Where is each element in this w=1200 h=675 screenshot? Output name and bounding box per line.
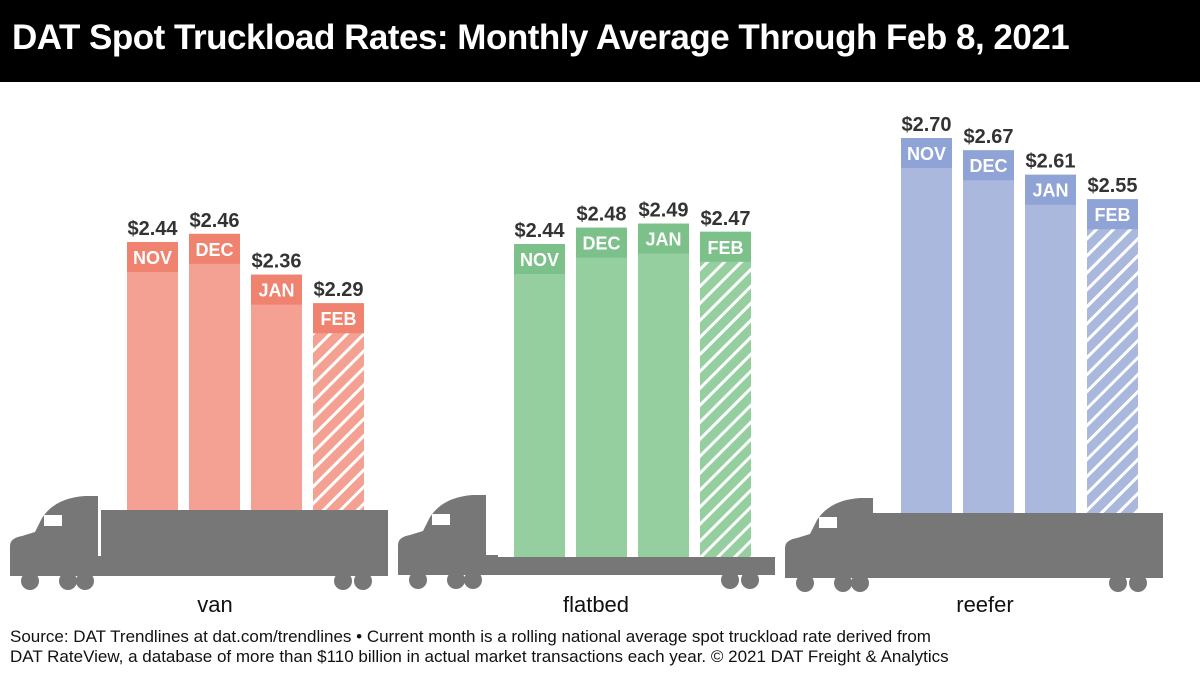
month-band <box>1087 199 1138 230</box>
wheel <box>796 574 814 592</box>
wheel <box>1129 574 1147 592</box>
month-label: DEC <box>582 234 620 254</box>
group-label-van: van <box>197 592 232 617</box>
data-label: $2.61 <box>1025 151 1075 173</box>
month-label: NOV <box>133 248 172 268</box>
month-band <box>127 242 178 272</box>
month-band <box>189 233 240 264</box>
data-label: $2.47 <box>700 208 750 230</box>
month-label: DEC <box>195 240 233 260</box>
data-label: $2.70 <box>901 114 951 136</box>
wheel <box>354 572 372 590</box>
month-label: JAN <box>258 281 294 301</box>
data-label: $2.29 <box>313 279 363 301</box>
truck-cab <box>10 496 110 576</box>
bar-van-dec: DEC $2.46 <box>189 210 240 510</box>
month-band <box>638 223 689 254</box>
bar <box>1025 174 1076 513</box>
bar <box>901 138 952 513</box>
group-label-reefer: reefer <box>956 592 1013 617</box>
wheel <box>834 574 852 592</box>
data-label: $2.36 <box>251 251 301 273</box>
wheel <box>409 571 427 589</box>
bar-van-nov: NOV $2.44 <box>127 218 178 510</box>
group-label-flatbed: flatbed <box>563 592 629 617</box>
wheel <box>464 571 482 589</box>
month-label: JAN <box>645 230 681 250</box>
month-label: FEB <box>708 238 744 258</box>
month-band <box>901 138 952 168</box>
cab-window <box>44 515 62 526</box>
bar <box>576 227 627 557</box>
bar <box>963 150 1014 514</box>
title-bar: DAT Spot Truckload Rates: Monthly Averag… <box>0 0 1200 82</box>
wheel <box>1109 574 1127 592</box>
wheel <box>76 572 94 590</box>
bar-reefer-nov: NOV $2.70 <box>901 114 952 513</box>
footnote-line-1: Source: DAT Trendlines at dat.com/trendl… <box>10 627 931 646</box>
data-label: $2.55 <box>1087 175 1137 197</box>
bar-hatch <box>313 333 364 510</box>
source-footnote: Source: DAT Trendlines at dat.com/trendl… <box>10 627 1200 667</box>
month-band <box>1025 174 1076 205</box>
month-band <box>963 150 1014 181</box>
wheel <box>721 571 739 589</box>
flatbed-truck-icon <box>398 495 775 589</box>
month-band <box>313 303 364 334</box>
bar-flatbed-jan: JAN $2.49 <box>638 200 689 557</box>
month-label: FEB <box>321 309 357 329</box>
bar-hatch <box>1087 229 1138 513</box>
cab-window <box>819 517 837 528</box>
bar <box>514 244 565 557</box>
month-label: NOV <box>520 250 559 270</box>
trailer <box>101 510 388 576</box>
month-label: JAN <box>1032 181 1068 201</box>
wheel <box>851 574 869 592</box>
bar-flatbed-dec: DEC $2.48 <box>576 204 627 557</box>
reefer-truck-icon <box>785 498 1163 592</box>
data-label: $2.46 <box>189 210 239 232</box>
month-band <box>251 274 302 305</box>
wheel <box>447 571 465 589</box>
bar-flatbed-feb: FEB $2.47 <box>700 208 751 557</box>
bar-reefer-jan: JAN $2.61 <box>1025 151 1076 513</box>
bar <box>189 233 240 510</box>
month-band <box>576 227 627 258</box>
data-label: $2.67 <box>963 126 1013 148</box>
wheel <box>741 571 759 589</box>
data-label: $2.49 <box>638 200 688 222</box>
cab-window <box>432 514 450 525</box>
bar-hatch <box>700 261 751 557</box>
trailer <box>490 557 775 575</box>
bar <box>251 274 302 510</box>
month-label: DEC <box>969 156 1007 176</box>
chart-title: DAT Spot Truckload Rates: Monthly Averag… <box>12 18 1070 57</box>
wheel <box>21 572 39 590</box>
bar-reefer-feb: FEB $2.55 <box>1087 175 1138 513</box>
truck-cab <box>785 498 885 578</box>
month-label: FEB <box>1095 205 1131 225</box>
month-band <box>514 244 565 274</box>
bar-van-jan: JAN $2.36 <box>251 251 302 510</box>
wheel <box>59 572 77 590</box>
bar-reefer-dec: DEC $2.67 <box>963 126 1014 514</box>
data-label: $2.44 <box>514 220 565 242</box>
month-band <box>700 231 751 262</box>
bar-van-feb: FEB $2.29 <box>313 279 364 510</box>
data-label: $2.44 <box>127 218 178 240</box>
truck-cab <box>398 495 498 575</box>
footnote-line-2: DAT RateView, a database of more than $1… <box>10 647 949 666</box>
bar-flatbed-nov: NOV $2.44 <box>514 220 565 557</box>
van-truck-icon <box>10 496 388 590</box>
bar <box>127 242 178 510</box>
month-label: NOV <box>907 144 946 164</box>
wheel <box>334 572 352 590</box>
trailer <box>872 513 1163 578</box>
bar <box>638 223 689 557</box>
data-label: $2.48 <box>576 204 626 226</box>
